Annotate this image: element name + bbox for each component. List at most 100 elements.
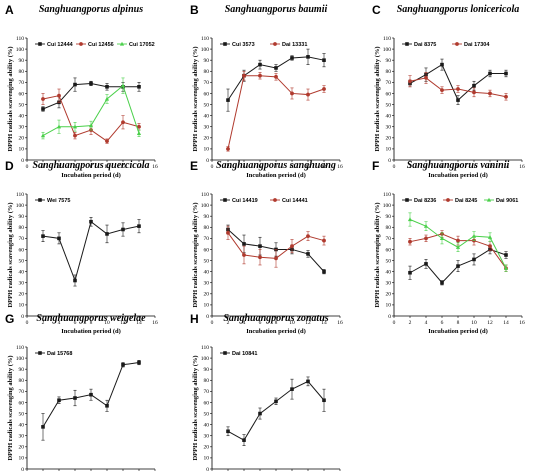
- legend-marker: [223, 198, 227, 202]
- y-tick-label: 10: [19, 456, 25, 462]
- data-point: [504, 253, 508, 257]
- y-tick-label: 20: [204, 292, 210, 298]
- data-point: [504, 94, 508, 99]
- y-tick-label: 90: [386, 58, 392, 64]
- y-tick-label: 70: [386, 80, 392, 86]
- y-tick-label: 50: [19, 102, 25, 108]
- legend-entry: Cui 12456: [88, 42, 114, 48]
- y-tick-label: 20: [386, 292, 392, 298]
- data-point: [57, 236, 61, 241]
- data-point: [424, 262, 428, 266]
- legend: Cui 3573 Dai 13331: [220, 42, 307, 48]
- y-tick-label: 90: [19, 58, 25, 64]
- data-point: [488, 91, 492, 96]
- data-point: [104, 96, 110, 101]
- panel-letter: D: [5, 159, 14, 173]
- data-point: [274, 66, 278, 70]
- data-point: [322, 87, 326, 91]
- panel-letter: E: [190, 159, 198, 173]
- y-tick-label: 30: [19, 281, 25, 287]
- legend: Dai 8236 Dai 8245 Dai 9061: [402, 197, 518, 204]
- y-tick-label: 50: [386, 258, 392, 264]
- data-point: [322, 269, 326, 274]
- data-point: [322, 398, 326, 403]
- x-tick-label: 4: [243, 164, 246, 170]
- chart-panel-d: D Sanghuangporus quercicola01020304050607…: [5, 159, 158, 335]
- data-point: [88, 123, 94, 128]
- panel-title: Sanghuangporus quercicola: [33, 160, 150, 171]
- y-tick-label: 0: [21, 158, 24, 164]
- x-tick-label: 8: [457, 320, 460, 326]
- data-point: [137, 224, 141, 228]
- y-tick-label: 10: [204, 303, 210, 309]
- data-point: [72, 124, 78, 129]
- legend: Cui 12444 Cui 12456 Cui 17052: [35, 41, 155, 48]
- series-1: [226, 376, 326, 447]
- x-tick-label: 8: [275, 320, 278, 326]
- series-2: [41, 88, 141, 144]
- x-tick-label: 2: [42, 164, 45, 170]
- y-tick-label: 20: [19, 292, 25, 298]
- x-tick-label: 16: [337, 320, 343, 326]
- y-tick-label: 50: [204, 258, 210, 264]
- x-tick-label: 14: [503, 320, 509, 326]
- data-point: [226, 230, 230, 235]
- legend-entry: Dai 8236: [414, 198, 436, 204]
- x-tick-label: 4: [58, 164, 61, 170]
- data-point: [89, 81, 93, 86]
- x-axis-label: Incubation period (d): [246, 172, 306, 179]
- y-tick-label: 60: [19, 247, 25, 253]
- x-tick-label: 2: [42, 320, 45, 326]
- data-point: [290, 244, 294, 249]
- y-tick-label: 0: [206, 314, 209, 320]
- y-tick-label: 30: [386, 281, 392, 287]
- x-axis-label: Incubation period (d): [61, 328, 121, 335]
- y-axis-label: DPPH radicals scavenging ability (%): [374, 202, 381, 307]
- legend: Dai 8375 Dai 17304: [402, 42, 490, 48]
- y-tick-label: 80: [204, 225, 210, 231]
- x-tick-label: 16: [519, 164, 525, 170]
- legend-entry: Dai 13331: [282, 42, 307, 48]
- data-point: [73, 396, 77, 400]
- x-tick-label: 4: [243, 320, 246, 326]
- panel-letter: F: [372, 159, 379, 173]
- data-point: [407, 217, 413, 222]
- legend-entry: Wei 7575: [47, 198, 70, 204]
- data-point: [137, 360, 141, 365]
- x-tick-label: 12: [120, 164, 126, 170]
- y-tick-label: 10: [204, 456, 210, 462]
- panel-title: Sanghuangporus sanghuang: [216, 160, 336, 171]
- data-point: [456, 264, 460, 268]
- legend-entry: Dai 17304: [464, 42, 490, 48]
- y-tick-label: 0: [206, 467, 209, 472]
- data-point: [439, 236, 445, 240]
- legend-entry: Dai 9061: [496, 198, 518, 204]
- y-tick-label: 20: [386, 136, 392, 142]
- y-tick-label: 40: [19, 113, 25, 119]
- data-point: [258, 255, 262, 260]
- x-tick-label: 4: [58, 320, 61, 326]
- data-point: [258, 73, 262, 78]
- data-point: [121, 362, 125, 367]
- data-point: [290, 387, 294, 391]
- y-tick-label: 70: [19, 389, 25, 395]
- legend-marker: [273, 42, 277, 46]
- data-point: [456, 87, 460, 91]
- y-axis-label: DPPH radicals scavenging ability (%): [192, 46, 199, 151]
- data-point: [455, 245, 461, 249]
- legend: Wei 7575: [35, 198, 70, 204]
- y-axis-label: DPPH radicals scavenging ability (%): [192, 355, 199, 460]
- x-axis-label: Incubation period (d): [246, 328, 306, 335]
- y-tick-label: 80: [386, 225, 392, 231]
- series-2: [226, 70, 326, 152]
- y-tick-label: 50: [19, 411, 25, 417]
- data-point: [57, 93, 61, 98]
- data-point: [41, 234, 45, 238]
- y-tick-label: 110: [383, 36, 391, 42]
- legend-marker: [405, 42, 409, 46]
- data-point: [105, 139, 109, 144]
- legend-marker: [119, 41, 125, 46]
- y-tick-label: 40: [204, 422, 210, 428]
- y-tick-label: 70: [19, 236, 25, 242]
- y-tick-label: 100: [201, 47, 210, 53]
